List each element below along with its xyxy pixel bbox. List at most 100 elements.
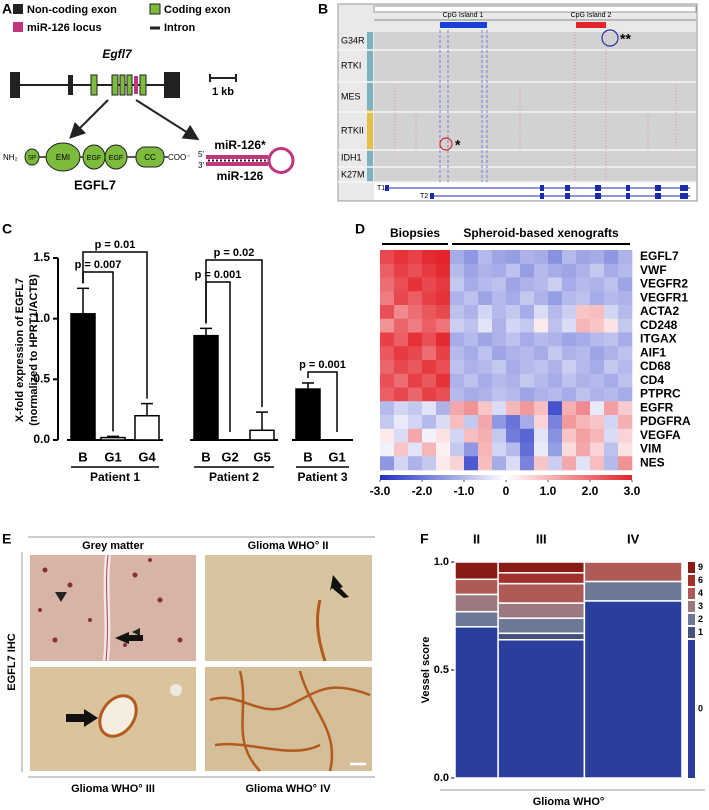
heatmap-cell — [464, 332, 479, 347]
heatmap-cell — [380, 332, 395, 347]
panel-label: A — [2, 1, 12, 17]
heatmap-cell — [562, 373, 577, 388]
heatmap-cell — [422, 305, 437, 320]
x-tick-label: G2 — [221, 449, 238, 464]
heatmap-cell — [450, 291, 465, 306]
heatmap-cell — [478, 428, 493, 443]
heatmap-cell — [436, 332, 451, 347]
heatmap-cell — [464, 456, 479, 471]
track-area — [374, 32, 696, 182]
heatmap-cell — [464, 318, 479, 333]
heatmap-cell — [534, 250, 549, 265]
bar — [249, 429, 275, 441]
heatmap-cell — [506, 415, 521, 430]
heatmap-cell — [394, 305, 409, 320]
heatmap-cell — [450, 318, 465, 333]
ideogram — [373, 5, 697, 13]
heatmap-cell — [450, 387, 465, 402]
heatmap-cell — [590, 456, 605, 471]
heatmap-cell — [380, 456, 395, 471]
colorbar-tick-label: 2.0 — [582, 484, 599, 498]
heatmap-cell — [408, 401, 423, 416]
heatmap-cell — [478, 456, 493, 471]
heatmap-cell — [520, 415, 535, 430]
heatmap-cell — [604, 360, 619, 375]
colorbar-tick-label: -3.0 — [370, 484, 391, 498]
heatmap-cell — [422, 250, 437, 265]
heatmap-cell — [450, 373, 465, 388]
heatmap-cell — [436, 428, 451, 443]
mosaic-cell — [583, 600, 683, 779]
heatmap-cell — [604, 277, 619, 292]
x-tick-label: G1 — [104, 449, 121, 464]
row-label: ACTA2 — [640, 304, 679, 318]
heatmap-cell — [520, 346, 535, 361]
heatmap-cell — [436, 318, 451, 333]
heatmap-cell — [478, 332, 493, 347]
heatmap-cell — [478, 387, 493, 402]
n-terminus: NH₂ — [3, 153, 18, 162]
hairpin-loop — [267, 147, 295, 174]
heatmap-cell — [534, 346, 549, 361]
x-tick-label: B — [303, 449, 312, 464]
p-value: p = 0.02 — [214, 247, 255, 259]
heatmap-cell — [618, 263, 633, 278]
heatmap-cell — [506, 442, 521, 457]
heatmap-cell — [590, 291, 605, 306]
bar — [193, 334, 219, 441]
row-label: ITGAX — [640, 332, 677, 346]
legend-label: miR-126 locus — [27, 22, 102, 34]
heatmap-cell — [436, 373, 451, 388]
y-axis-label: (normalized to HPRT1/ACTB) — [28, 274, 40, 426]
heatmap-cell — [506, 456, 521, 471]
heatmap-cell — [590, 346, 605, 361]
heatmap-cell — [380, 387, 395, 402]
heatmap-cell — [380, 428, 395, 443]
heatmap-cell — [604, 387, 619, 402]
heatmap-cell — [450, 305, 465, 320]
highlight-circle — [439, 137, 453, 151]
heatmap-cell — [450, 346, 465, 361]
heatmap-cell — [450, 415, 465, 430]
mosaic-cell — [454, 561, 499, 581]
legend-label: Non-coding exon — [27, 4, 117, 16]
row-label: PDGFRA — [640, 414, 691, 428]
heatmap-cell — [576, 263, 591, 278]
heatmap-cell — [394, 442, 409, 457]
ihc-image — [205, 555, 372, 661]
heatmap-cell — [548, 401, 563, 416]
heatmap-cell — [576, 401, 591, 416]
heatmap-cell — [380, 250, 395, 265]
heatmap-cell — [492, 360, 507, 375]
heatmap-cell — [590, 318, 605, 333]
mirna-strand — [206, 162, 268, 166]
c-terminus: COO⁻ — [168, 153, 190, 162]
transcript-exons — [385, 185, 688, 199]
heatmap-cell — [506, 250, 521, 265]
heatmap-cell — [492, 387, 507, 402]
methylation-marks — [394, 32, 677, 182]
vacuole — [170, 684, 182, 696]
legend-swatch — [13, 22, 23, 32]
heatmap-cell — [562, 346, 577, 361]
heatmap-cell — [422, 263, 437, 278]
heatmap-cell — [562, 305, 577, 320]
heatmap-cell — [436, 360, 451, 375]
legend-label: 1 — [698, 627, 703, 637]
heatmap-cell — [408, 332, 423, 347]
heatmap-cell — [436, 263, 451, 278]
heatmap-cell — [394, 250, 409, 265]
heatmap-cell — [590, 250, 605, 265]
significance-bracket — [205, 259, 263, 408]
heatmap-cell — [562, 360, 577, 375]
group-label: Patient 3 — [297, 470, 347, 484]
heatmap-cell — [618, 250, 633, 265]
heatmap-cell — [618, 442, 633, 457]
heatmap-cell — [576, 277, 591, 292]
heatmap-cell — [618, 360, 633, 375]
heatmap-cell — [464, 305, 479, 320]
panel-a: A Non-coding exon Coding exon miR-126 lo… — [2, 1, 295, 192]
bar — [100, 436, 126, 441]
protein-name: EGFL7 — [74, 177, 116, 192]
heatmap-cell — [394, 401, 409, 416]
